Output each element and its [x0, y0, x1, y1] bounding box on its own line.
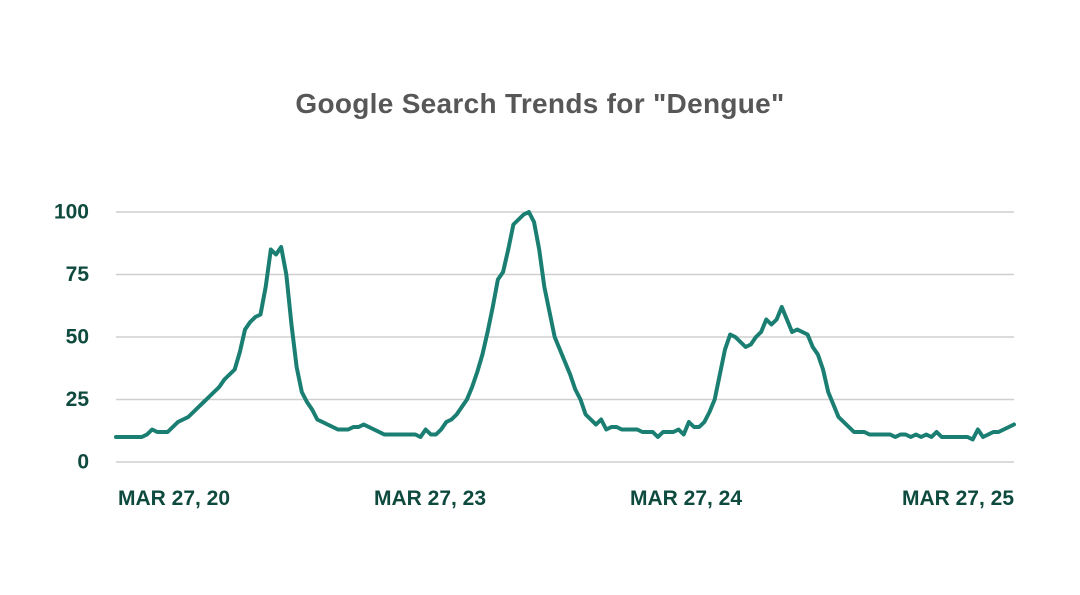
- x-tick-label: MAR 27, 20: [118, 487, 230, 510]
- chart-title: Google Search Trends for "Dengue": [295, 88, 785, 119]
- y-axis-ticks: 0 25 50 75 100: [54, 201, 89, 474]
- y-tick-label: 50: [66, 326, 89, 349]
- grid-lines: [116, 211, 1014, 463]
- x-tick-label: MAR 27, 25: [902, 487, 1014, 510]
- x-tick-label: MAR 27, 24: [630, 487, 742, 510]
- x-axis-ticks: MAR 27, 20 MAR 27, 23 MAR 27, 24 MAR 27, 25: [118, 487, 1014, 510]
- x-tick-label: MAR 27, 23: [374, 487, 486, 510]
- series-layer: [114, 210, 1016, 442]
- y-tick-label: 100: [54, 201, 89, 224]
- series-line-0: [114, 210, 1016, 442]
- y-tick-label: 75: [66, 263, 90, 286]
- y-tick-label: 0: [77, 451, 89, 474]
- y-tick-label: 25: [66, 388, 90, 411]
